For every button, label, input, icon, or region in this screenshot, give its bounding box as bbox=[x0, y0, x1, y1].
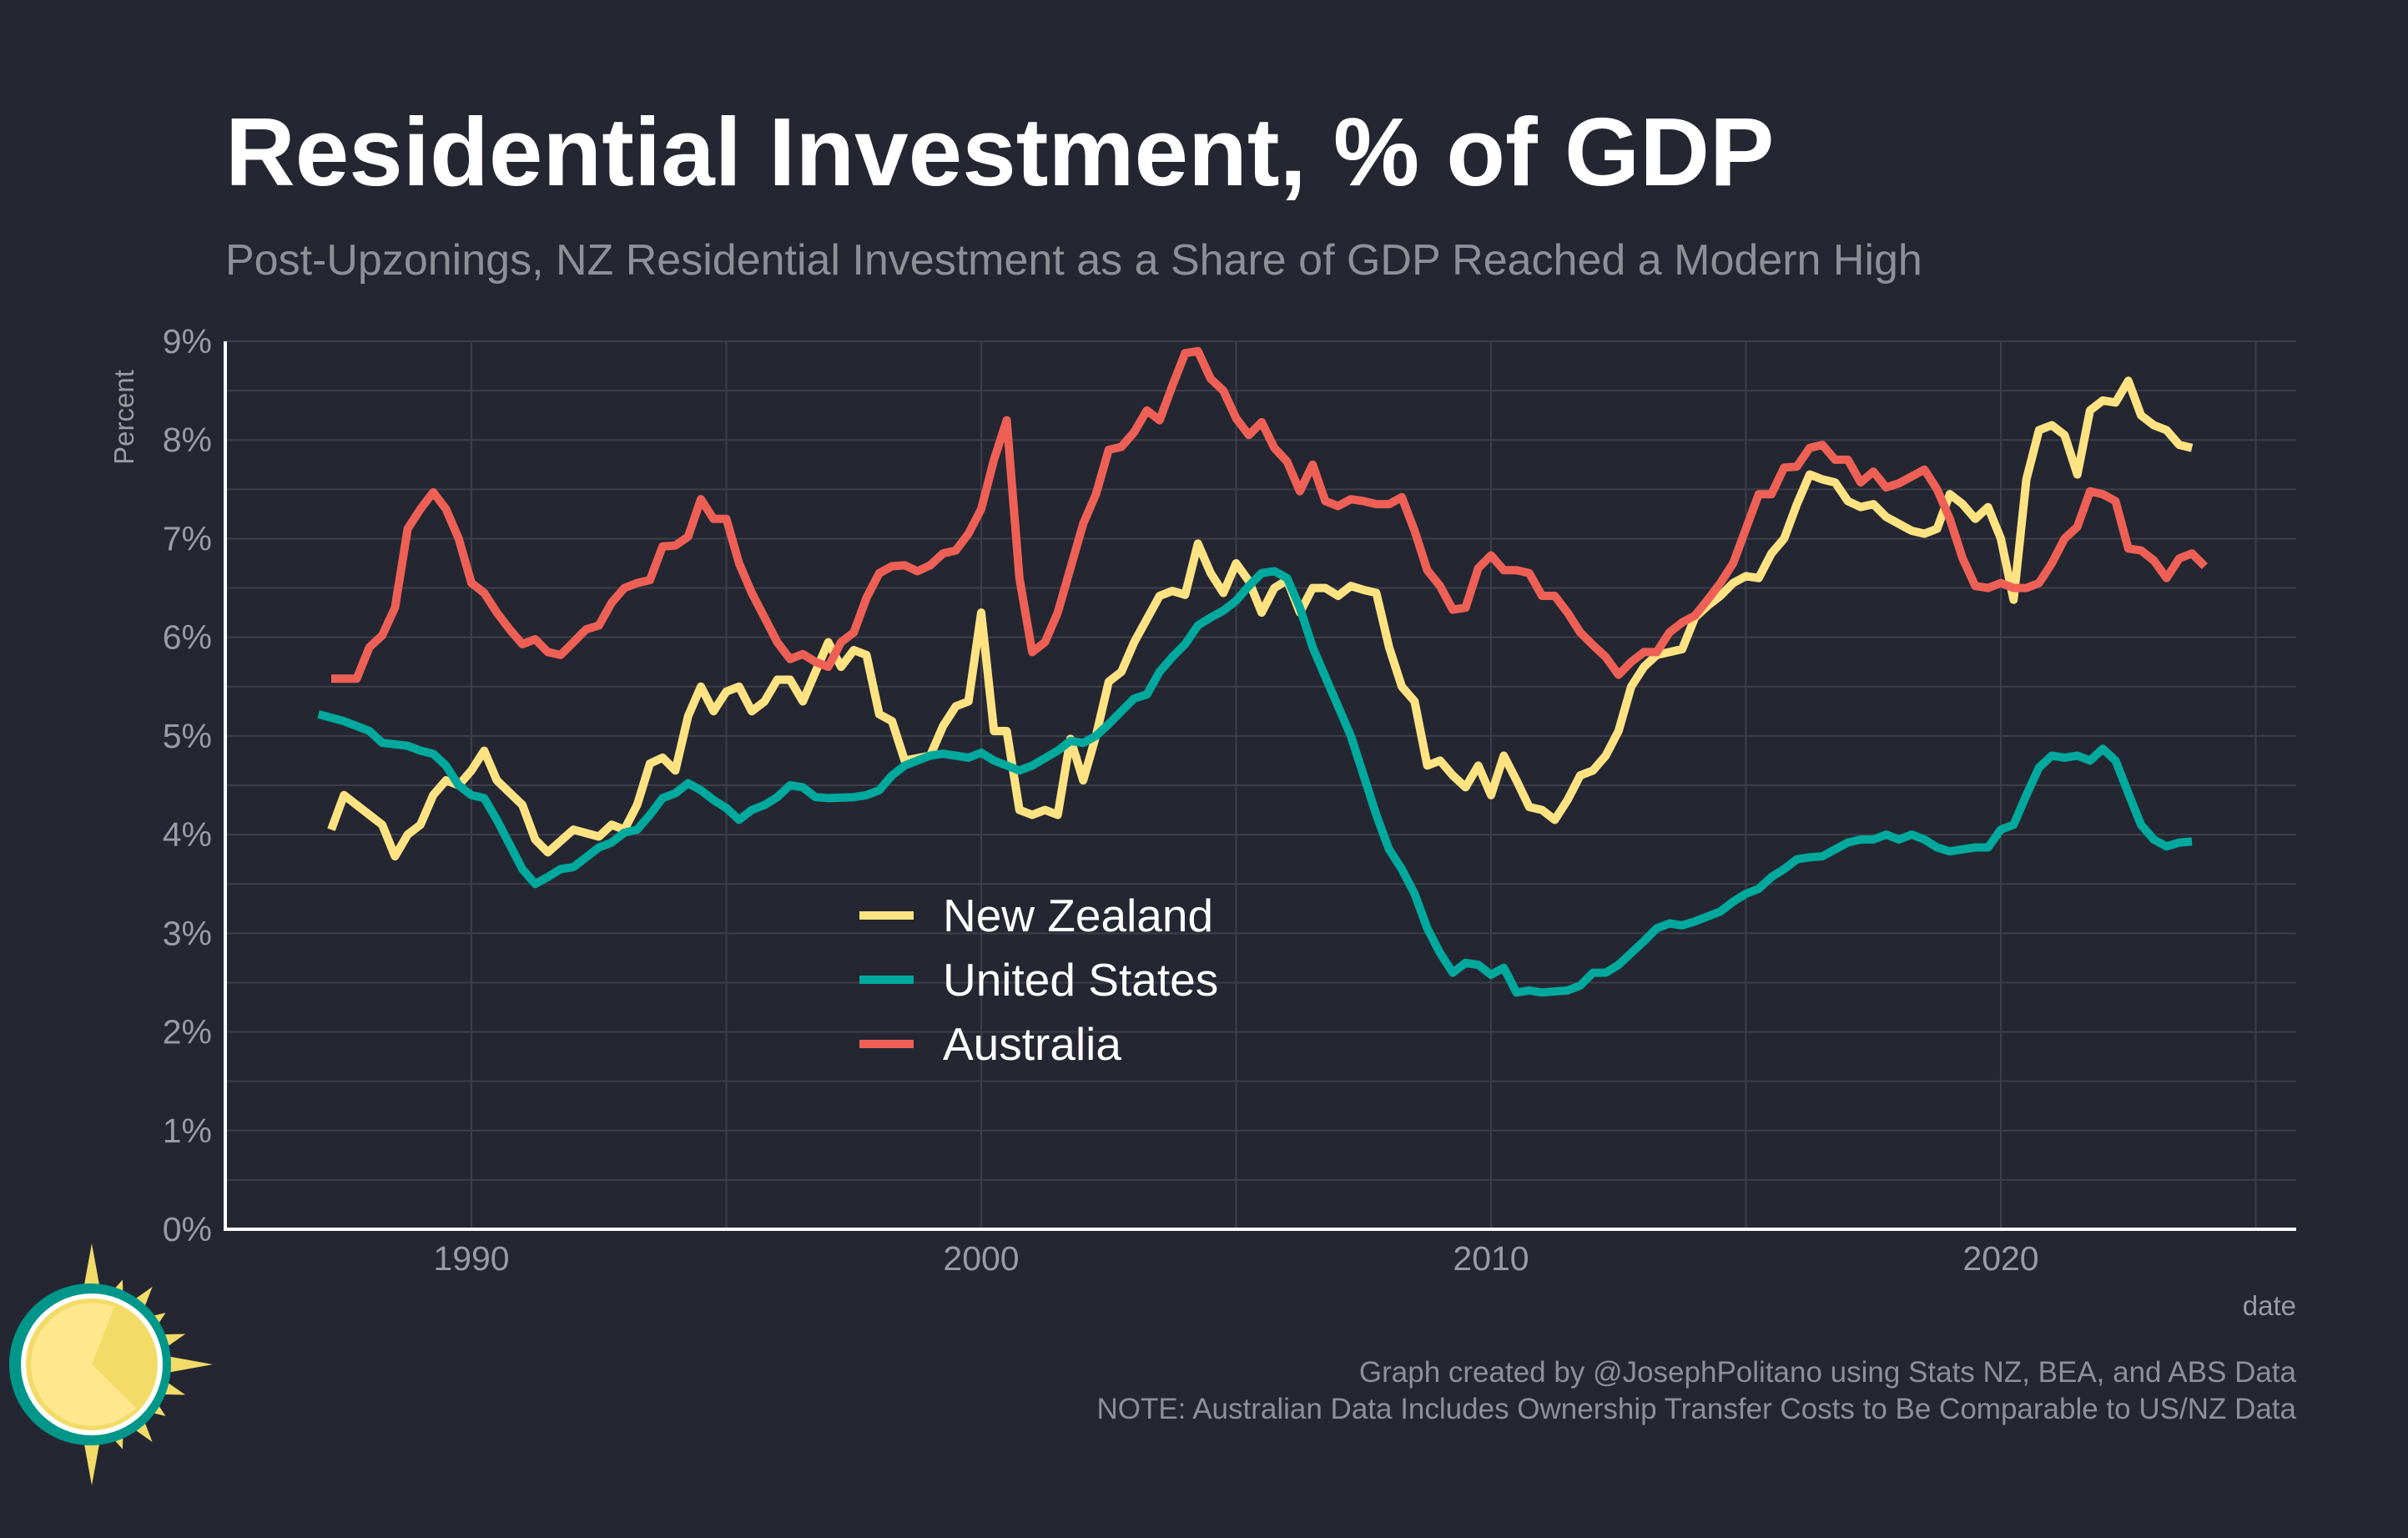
x-axis-ticks: 1990 2000 2010 2020 bbox=[433, 1239, 2038, 1278]
y-tick-label: 2% bbox=[163, 1013, 212, 1051]
y-tick-label: 8% bbox=[163, 421, 212, 459]
x-tick-label: 1990 bbox=[433, 1239, 509, 1278]
series-line-united-states bbox=[317, 567, 2193, 997]
source-caption: Graph created by @JosephPolitano using S… bbox=[1359, 1356, 2297, 1389]
legend: New Zealand United States Australia bbox=[859, 890, 1218, 1070]
legend-label: United States bbox=[943, 954, 1218, 1006]
x-axis-label: date bbox=[2243, 1290, 2296, 1321]
y-tick-label: 0% bbox=[163, 1210, 212, 1248]
y-tick-label: 9% bbox=[163, 322, 212, 361]
gridlines bbox=[225, 340, 2296, 1230]
y-tick-label: 1% bbox=[163, 1112, 212, 1150]
y-tick-label: 3% bbox=[163, 914, 212, 952]
y-tick-label: 4% bbox=[163, 815, 212, 854]
y-tick-label: 5% bbox=[163, 717, 212, 755]
chart-subtitle: Post-Upzonings, NZ Residential Investmen… bbox=[225, 236, 1922, 285]
legend-label: Australia bbox=[943, 1018, 1121, 1070]
x-tick-label: 2020 bbox=[1962, 1239, 2038, 1278]
y-tick-label: 7% bbox=[163, 519, 212, 557]
series-lines bbox=[317, 346, 2208, 997]
sun-icon bbox=[9, 1243, 213, 1485]
note-caption: NOTE: Australian Data Includes Ownership… bbox=[1096, 1393, 2296, 1425]
chart-title: Residential Investment, % of GDP bbox=[225, 98, 1774, 206]
x-tick-label: 2010 bbox=[1453, 1239, 1529, 1278]
legend-label: New Zealand bbox=[943, 890, 1213, 941]
x-tick-label: 2000 bbox=[943, 1239, 1019, 1278]
series-line-australia bbox=[331, 346, 2208, 683]
y-axis-label: Percent bbox=[108, 370, 139, 465]
y-axis-ticks: 0% 1% 2% 3% 4% 5% 6% 7% 8% 9% bbox=[163, 322, 212, 1248]
y-tick-label: 6% bbox=[163, 618, 212, 657]
